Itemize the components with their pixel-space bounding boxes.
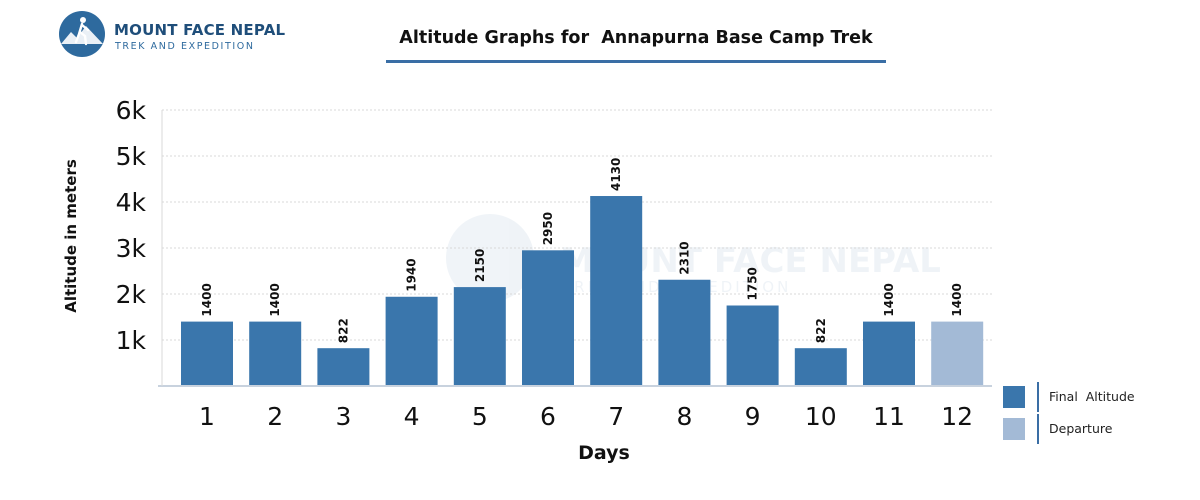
y-tick-label: 5k — [116, 142, 147, 171]
bars — [181, 196, 984, 386]
legend-swatch-departure — [1003, 418, 1025, 440]
watermark-badge — [446, 214, 534, 302]
x-axis-ticks: 1 2 3 4 5 6 7 8 9 10 11 12 — [199, 402, 973, 431]
bar-data-label: 822 — [814, 318, 828, 343]
bar-day-8 — [658, 279, 711, 386]
bar-day-5 — [453, 287, 506, 386]
x-axis-label: Days — [578, 442, 630, 464]
y-tick-label: 3k — [116, 234, 147, 263]
x-tick-label: 10 — [805, 402, 837, 431]
grid-lines — [162, 109, 992, 341]
x-tick-label: 6 — [540, 402, 556, 431]
bar-day-11 — [863, 321, 915, 386]
legend-divider — [1037, 414, 1039, 444]
bar-day-1 — [181, 321, 233, 386]
y-tick-label: 4k — [116, 188, 147, 217]
bar-day-7 — [590, 196, 643, 386]
x-tick-label: 4 — [404, 402, 420, 431]
legend-divider — [1037, 382, 1039, 412]
x-tick-label: 1 — [199, 402, 215, 431]
x-tick-label: 11 — [873, 402, 905, 431]
bar-data-label: 1400 — [268, 283, 282, 316]
legend-swatch-final-altitude — [1003, 386, 1025, 408]
y-tick-label: 2k — [116, 280, 147, 309]
y-axis-ticks: 1k 2k 3k 4k 5k 6k — [116, 96, 147, 355]
legend-label-final-altitude: Final Altitude — [1049, 389, 1135, 404]
chart-title: Altitude Graphs for Annapurna Base Camp … — [399, 28, 873, 48]
bar-data-label: 2310 — [677, 241, 691, 274]
x-tick-label: 7 — [608, 402, 624, 431]
bar-data-label: 1400 — [882, 283, 896, 316]
bar-data-label: 822 — [336, 318, 350, 343]
bar-day-9 — [726, 305, 779, 386]
legend-final-altitude: Final Altitude — [1003, 382, 1183, 412]
brand-tagline: TREK AND EXPEDITION — [115, 41, 255, 52]
bar-day-6 — [522, 250, 574, 386]
y-axis-label: Altitude in meters — [62, 159, 80, 313]
bar-day-12 — [931, 321, 984, 386]
bar-data-label: 1940 — [405, 258, 419, 291]
bar-data-label: 1750 — [746, 267, 760, 300]
x-tick-label: 12 — [941, 402, 973, 431]
bar-day-3 — [317, 348, 370, 386]
y-tick-label: 1k — [116, 326, 147, 355]
bar-data-label: 1400 — [200, 283, 214, 316]
legend-label-departure: Departure — [1049, 421, 1113, 436]
x-tick-label: 9 — [745, 402, 761, 431]
x-tick-label: 5 — [472, 402, 488, 431]
title-underline — [386, 60, 886, 63]
brand-logo: MOUNT FACE NEPAL TREK AND EXPEDITION — [58, 10, 285, 62]
legend-departure: Departure — [1003, 414, 1183, 444]
bar-data-label: 2950 — [541, 212, 555, 245]
mountain-climber-icon — [59, 11, 105, 57]
bar-data-label: 4130 — [609, 158, 623, 191]
bar-day-4 — [385, 296, 438, 386]
x-tick-label: 8 — [676, 402, 692, 431]
brand-name: MOUNT FACE NEPAL — [114, 21, 286, 39]
bar-day-10 — [794, 348, 847, 386]
bar-day-2 — [249, 321, 302, 386]
bar-data-labels: 1400 1400 822 1940 2150 2950 4130 2310 1750 822 14… — [200, 158, 964, 344]
y-tick-label: 6k — [116, 96, 147, 125]
x-tick-label: 2 — [267, 402, 283, 431]
bar-data-label: 2150 — [473, 249, 487, 282]
bar-data-label: 1400 — [950, 283, 964, 316]
x-tick-label: 3 — [335, 402, 351, 431]
